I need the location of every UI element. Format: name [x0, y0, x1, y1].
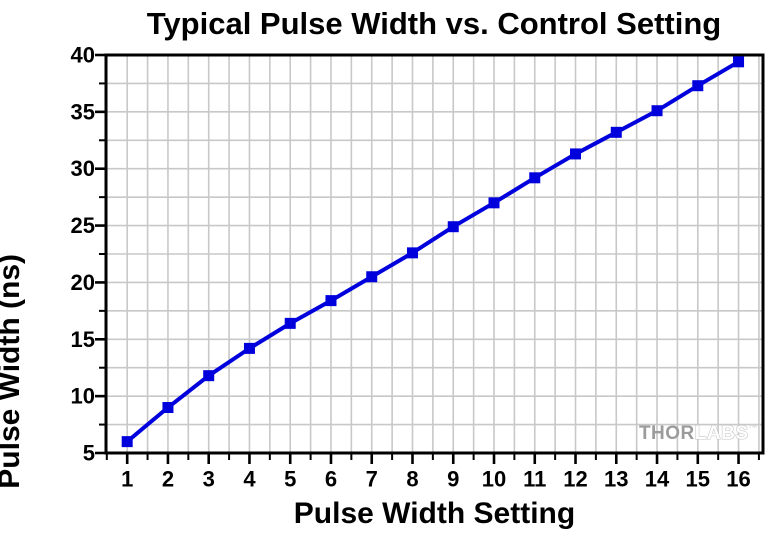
x-tick-label: 5: [284, 467, 296, 492]
data-point-marker: [488, 197, 500, 209]
plot-frame: [104, 53, 765, 455]
y-tick-label: 15: [71, 327, 95, 352]
data-point-marker: [162, 402, 174, 414]
chart-title: Typical Pulse Width vs. Control Setting: [146, 6, 722, 41]
y-tick-label: 10: [71, 384, 95, 409]
data-point-marker: [325, 295, 337, 307]
x-tick-label: 7: [366, 467, 378, 492]
data-point-marker: [692, 80, 704, 92]
x-tick-label: 11: [523, 467, 546, 492]
watermark-labs-text: LABS: [695, 423, 749, 444]
x-tick-label: 2: [162, 467, 174, 492]
x-tick-label: 10: [482, 467, 506, 492]
svg-text:THORLABS™: THORLABS™: [639, 423, 758, 444]
x-tick-label: 12: [563, 467, 587, 492]
x-tick-label: 1: [121, 467, 133, 492]
data-point-marker: [610, 126, 622, 138]
data-point-marker: [121, 436, 133, 448]
y-tick-label: 20: [71, 270, 95, 295]
y-tick-label: 30: [71, 156, 95, 181]
x-tick-label: 13: [604, 467, 628, 492]
data-point-marker: [447, 221, 459, 233]
thorlabs-watermark: THORLABS™: [639, 422, 758, 444]
x-tick-label: 15: [686, 467, 710, 492]
x-tick-label: 3: [203, 467, 215, 492]
watermark-trademark-symbol: ™: [749, 423, 759, 433]
data-point-marker: [570, 148, 582, 160]
series-line: [125, 59, 741, 444]
x-tick-label: 16: [726, 467, 750, 492]
x-axis-label: Pulse Width Setting: [293, 497, 576, 530]
data-point-marker: [529, 172, 541, 184]
data-point-marker: [203, 370, 215, 382]
x-tick-label: 9: [447, 467, 459, 492]
data-point-marker: [651, 105, 663, 117]
y-tick-label: 40: [71, 43, 95, 68]
data-point-marker: [243, 342, 255, 354]
x-tick-label: 8: [406, 467, 418, 492]
data-point-marker: [406, 247, 418, 259]
x-tick-label: 6: [325, 467, 337, 492]
data-point-marker: [284, 317, 296, 329]
x-tick-label: 14: [645, 467, 670, 492]
data-point-marker: [366, 271, 378, 283]
y-tick-label: 5: [83, 441, 95, 466]
y-tick-label: 25: [71, 213, 95, 238]
y-tick-label: 35: [71, 99, 95, 124]
x-tick-label: 4: [243, 467, 256, 492]
watermark-thor-text: THOR: [639, 423, 695, 444]
data-point-marker: [733, 56, 745, 68]
